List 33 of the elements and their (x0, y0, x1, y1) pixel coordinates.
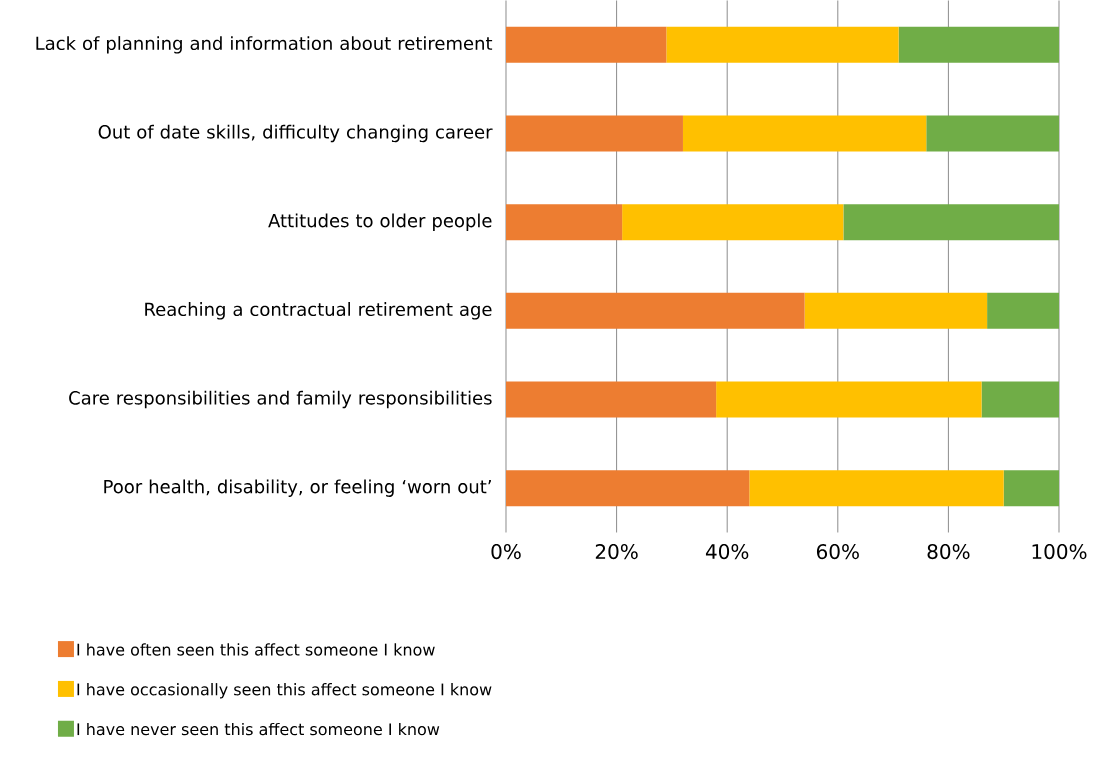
bar (804, 292, 988, 329)
x-tick-label: 60% (816, 543, 859, 559)
bar (506, 381, 717, 418)
bar (622, 203, 844, 240)
bar (666, 26, 899, 63)
bar (981, 381, 1059, 418)
bar (898, 26, 1059, 63)
bar (926, 115, 1059, 152)
bar (506, 203, 623, 240)
bar (506, 292, 805, 329)
bar (843, 203, 1059, 240)
y-tick-label: Lack of planning and information about retirement (36, 35, 493, 54)
bar (716, 381, 982, 418)
y-tick-label: Poor health, disability, or feeling ‘worn out’ (104, 479, 491, 497)
y-tick-label: Out of date skills, difficulty changing career (98, 124, 493, 142)
legend-label: I have often seen this affect someone I know (77, 643, 435, 656)
y-tick-label: Attitudes to older people (268, 213, 492, 231)
y-tick-label: Care responsibilities and family responsibilities (69, 390, 492, 408)
bar (506, 115, 683, 152)
x-tick-label: 80% (927, 543, 970, 559)
bar (506, 469, 750, 506)
bar (987, 292, 1059, 329)
x-tick-label: 20% (595, 543, 638, 559)
bar (749, 469, 1004, 506)
x-tick-label: 100% (1032, 543, 1087, 559)
y-tick-label: Reaching a contractual retirement age (145, 301, 492, 320)
legend-label: I have never seen this affect someone I know (77, 722, 440, 736)
x-tick-label: 0% (491, 543, 521, 559)
x-tick-label: 40% (705, 543, 749, 559)
bar (506, 26, 667, 63)
bar (682, 115, 927, 152)
bar (1003, 469, 1059, 506)
legend-label: I have occasionally seen this affect someone I know (77, 682, 492, 699)
